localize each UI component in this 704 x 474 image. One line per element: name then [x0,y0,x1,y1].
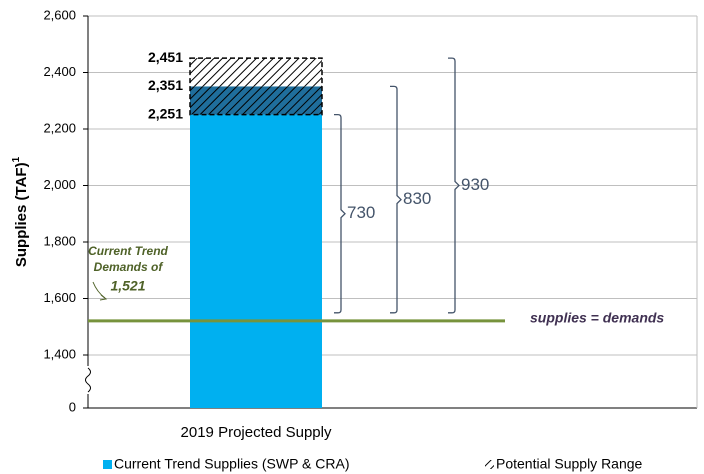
y-tick-label: 2,000 [43,177,76,192]
x-tick-label: 2019 Projected Supply [181,424,332,441]
range-hatch [190,58,322,87]
legend-label: Potential Supply Range [496,456,643,472]
y-tick-label: 1,400 [43,346,76,361]
y-axis-label: Supplies (TAF)1 [11,156,30,267]
bracket-label: 930 [461,175,489,194]
y-tick-label: 1,600 [43,290,76,305]
legend-label: Current Trend Supplies (SWP & CRA) [114,456,350,472]
y-tick-label: 1,800 [43,233,76,248]
demand-value: 1,521 [110,278,145,294]
y-tick-label: 0 [69,399,76,414]
bracket [390,85,402,314]
demand-line-label: supplies = demands [530,310,664,326]
level-label: 2,451 [148,49,183,65]
level-label: 2,251 [148,105,183,121]
range-outline [189,57,323,116]
demand-text: Current Trend [88,244,168,258]
y-tick-label: 2,200 [43,120,76,135]
bracket-label: 730 [347,203,375,222]
legend-swatch [103,460,112,469]
bracket [448,57,460,314]
demand-arrow [92,281,106,299]
level-label: 2,351 [148,77,183,93]
bracket [334,113,346,314]
bracket-label: 830 [403,189,431,208]
y-tick-label: 2,600 [43,7,76,22]
grid [88,15,697,356]
y-tick-label: 2,400 [43,64,76,79]
demand-arrowhead [99,294,108,301]
range-hatch [190,86,322,115]
bar [190,114,322,408]
legend-swatch [485,460,494,469]
axis-break [85,367,91,393]
demand-text: Demands of [94,260,164,274]
